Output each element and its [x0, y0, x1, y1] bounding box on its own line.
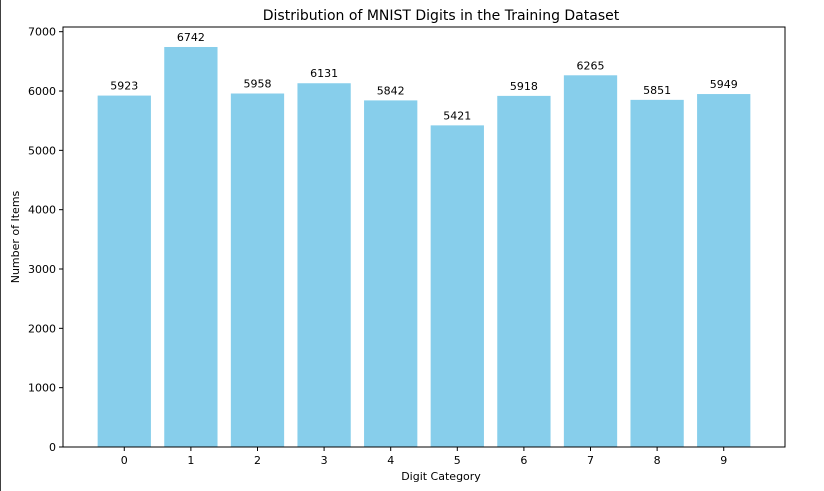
x-tick-label: 1 — [187, 454, 194, 467]
y-tick-label: 1000 — [28, 382, 56, 395]
bars-layer — [97, 46, 751, 448]
x-tick-label: 2 — [254, 454, 261, 467]
x-tick-label: 8 — [654, 454, 661, 467]
data-labels-layer: 5923 6742 5958 6131 5842 5421 5918 6265 5851 5949 — [110, 31, 737, 122]
x-tick-label: 5 — [454, 454, 461, 467]
x-tick-label: 9 — [720, 454, 727, 467]
bar-digit-9 — [697, 94, 751, 447]
bar-digit-5 — [430, 125, 484, 448]
y-tick-label: 0 — [49, 441, 56, 454]
data-label-digit-0: 5923 — [110, 80, 138, 93]
bar-digit-6 — [497, 95, 551, 447]
bar-digit-3 — [297, 83, 351, 447]
y-tick-label: 3000 — [28, 263, 56, 276]
bar-digit-2 — [230, 93, 285, 447]
bar-digit-7 — [563, 75, 618, 448]
y-tick-label: 4000 — [28, 204, 56, 217]
y-tick-label: 6000 — [28, 85, 56, 98]
y-tick-label: 7000 — [28, 26, 56, 39]
data-label-digit-4: 5842 — [377, 84, 405, 97]
bar-digit-8 — [630, 99, 684, 447]
x-tick-label: 7 — [587, 454, 594, 467]
y-tick-label: 2000 — [28, 322, 56, 335]
data-label-digit-2: 5958 — [243, 78, 271, 91]
bar-digit-0 — [97, 95, 151, 447]
x-tick-label: 0 — [121, 454, 128, 467]
plot-area-frame — [62, 26, 786, 448]
x-tick-label: 4 — [387, 454, 394, 467]
bar-digit-4 — [364, 100, 418, 447]
data-label-digit-9: 5949 — [710, 78, 738, 91]
data-label-digit-3: 6131 — [310, 67, 338, 80]
data-label-digit-5: 5421 — [443, 109, 471, 122]
data-label-digit-6: 5918 — [510, 80, 538, 93]
y-axis: 0 1000 2000 3000 4000 5000 6000 7000 — [28, 26, 63, 454]
x-axis-title: Digit Category — [401, 470, 481, 483]
data-label-digit-1: 6742 — [177, 31, 205, 44]
y-axis-title: Number of Items — [9, 190, 22, 283]
chart-title: Distribution of MNIST Digits in the Trai… — [263, 8, 620, 24]
data-label-digit-7: 6265 — [577, 59, 605, 72]
bar-digit-1 — [164, 46, 218, 447]
data-label-digit-8: 5851 — [643, 84, 671, 97]
x-tick-label: 6 — [520, 454, 527, 467]
x-tick-label: 3 — [321, 454, 328, 467]
x-axis: 0 1 2 3 4 5 6 7 8 9 — [121, 447, 727, 467]
y-tick-label: 5000 — [28, 144, 56, 157]
